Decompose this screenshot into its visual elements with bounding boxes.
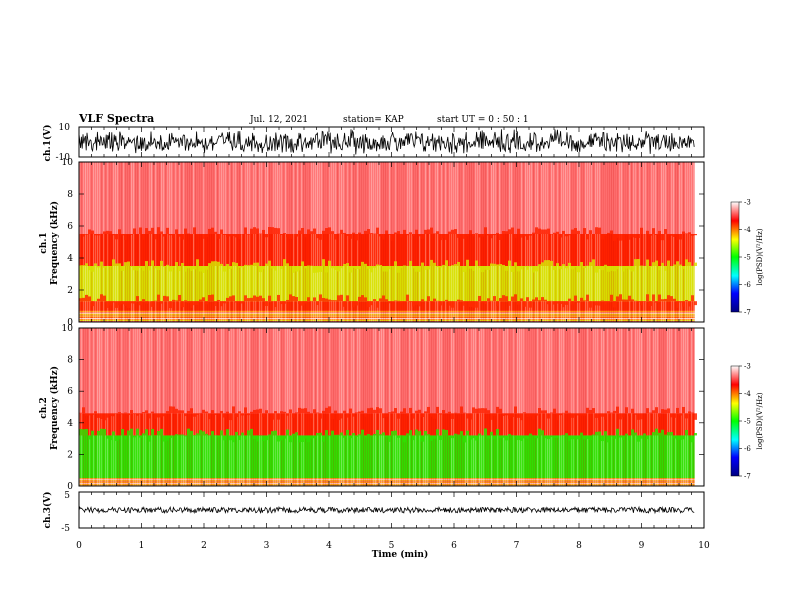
ch3-ylabel: ch.3(V): [42, 492, 53, 529]
ch2-spectrogram-ylabel-line2: Frequency (kHz): [49, 366, 60, 450]
ch2-spectrogram-xticks: [78, 328, 705, 486]
spectrogram-band: [79, 479, 695, 481]
x-tick-label: 2: [201, 541, 207, 551]
header-start-time: start UT = 0 : 50 : 1: [437, 115, 529, 125]
y-tick-label: 4: [67, 419, 73, 429]
ch2-colorbar: -3 -4 -5 -6 -7 log(PSD)(V²/Hz): [730, 363, 764, 481]
ch3-waveform-trace: [78, 505, 695, 515]
x-tick-label: 7: [514, 541, 520, 551]
colorbar-tick-label: -7: [744, 473, 751, 481]
ch2-spectrogram-ylabel-line1: ch.2: [39, 397, 49, 418]
ch1-axis-ticks: [78, 127, 705, 157]
x-tick-label: 4: [326, 541, 332, 551]
x-axis-tick-labels: 0 1 2 3 4 5 6 7 8 9 10: [76, 541, 710, 551]
ch1-waveform-panel: 10 -10 ch.1(V): [42, 123, 705, 163]
ch1-waveform-trace: [78, 129, 695, 155]
ch1-colorbar: -3 -4 -5 -6 -7 log(PSD)(V²/Hz): [730, 199, 764, 317]
waveform-line: [78, 505, 695, 515]
x-tick-label: 1: [139, 541, 145, 551]
ch3-axis-ticks: [78, 492, 705, 528]
ch1-spectrogram-ylabel-line2: Frequency (kHz): [49, 201, 60, 285]
y-tick-label: 2: [67, 286, 73, 296]
spectrogram-band: [79, 314, 695, 316]
waveform-line: [78, 129, 695, 155]
ch1-spectrogram-xticks: [78, 162, 705, 322]
ch1-ylabel: ch.1(V): [42, 125, 53, 162]
y-tick-label: 4: [67, 254, 73, 264]
ch1-spectrogram-panel: 10 8 6 4 2 0 ch.1 Frequency (kHz) -3 -4 -5 -6 -7 …: [39, 158, 764, 328]
colorbar-tick-label: -5: [744, 254, 751, 262]
colorbar-tick-label: -6: [744, 445, 751, 453]
colorbar-tick-label: -6: [744, 281, 751, 289]
figure-title: VLF Spectra: [78, 112, 154, 125]
ch2-spectrogram-yticks: 10 8 6 4 2 0: [62, 324, 704, 492]
y-tick-label: 10: [62, 324, 74, 334]
colorbar-tick-label: -4: [744, 226, 751, 234]
ch1-ytick-top: 10: [59, 123, 71, 133]
colorbar-tick-label: -4: [744, 390, 751, 398]
ch1-spectrogram-ylabel-line1: ch.1: [39, 232, 49, 253]
y-tick-label: 0: [67, 318, 73, 328]
x-tick-label: 5: [389, 541, 395, 551]
ch2-colorbar-label: log(PSD)(V²/Hz): [756, 392, 764, 449]
x-tick-label: 8: [576, 541, 582, 551]
ch1-spectrogram-yticks: 10 8 6 4 2 0: [62, 158, 704, 328]
spectrogram-band: [79, 310, 695, 312]
y-tick-label: 0: [67, 482, 73, 492]
colorbar-tick-label: -3: [744, 199, 751, 207]
x-axis-label: Time (min): [372, 549, 429, 560]
y-tick-label: 6: [67, 222, 73, 232]
spectrogram-band: [79, 312, 695, 314]
spectrogram-band: [79, 319, 695, 321]
x-tick-label: 10: [698, 541, 710, 551]
spectrogram-band: [79, 480, 695, 481]
spectrogram-band: [79, 482, 695, 484]
colorbar-tick-label: -5: [744, 418, 751, 426]
y-tick-label: 10: [62, 158, 74, 168]
x-tick-label: 6: [451, 541, 457, 551]
spectrogram-band: [79, 483, 695, 485]
x-tick-label: 9: [639, 541, 645, 551]
spectrogram-band: [79, 480, 695, 482]
spectrogram-band: [79, 435, 695, 479]
spectrogram-band: [79, 478, 695, 479]
y-tick-label: 8: [67, 356, 73, 366]
spectrogram-band: [79, 328, 695, 414]
y-tick-label: 6: [67, 387, 73, 397]
spectrogram-band: [79, 484, 695, 485]
colorbar-tick-label: -3: [744, 363, 751, 371]
header-date: Jul. 12, 2021: [249, 115, 308, 125]
spectrogram-band: [79, 266, 695, 302]
colorbar-tick-label: -7: [744, 309, 751, 317]
spectrogram-band: [79, 162, 695, 234]
ch1-colorbar-label: log(PSD)(V²/Hz): [756, 228, 764, 285]
spectrogram-band: [79, 478, 695, 480]
ch3-ytick-bottom: -5: [61, 524, 70, 534]
ch3-ytick-top: 5: [64, 491, 70, 501]
spectrogram-band: [79, 318, 695, 320]
spectrogram-band: [79, 311, 695, 313]
x-tick-label: 3: [264, 541, 270, 551]
x-tick-label: 0: [76, 541, 82, 551]
ch2-spectrogram-image: [79, 328, 704, 486]
spectrogram-band: [79, 313, 695, 315]
spectrogram-band: [79, 301, 695, 311]
ch1-ytick-bottom: -10: [56, 153, 71, 163]
ch3-waveform-panel: 5 -5 ch.3(V): [42, 491, 705, 534]
spectrogram-band: [79, 481, 695, 483]
y-tick-label: 8: [67, 190, 73, 200]
spectrogram-band: [79, 317, 695, 319]
ch2-spectrogram-panel: 10 8 6 4 2 0 ch.2 Frequency (kHz) -3 -4 -5 -6 -7 …: [39, 324, 764, 492]
spectrogram-band: [79, 320, 695, 322]
spectrogram-band: [79, 484, 695, 486]
spectrogram-band: [79, 315, 695, 317]
spectrogram-band: [79, 482, 695, 483]
header-station: station= KAP: [343, 115, 404, 125]
y-tick-label: 2: [67, 450, 73, 460]
spectrogram-band: [79, 316, 695, 318]
ch1-spectrogram-image: [79, 162, 704, 322]
